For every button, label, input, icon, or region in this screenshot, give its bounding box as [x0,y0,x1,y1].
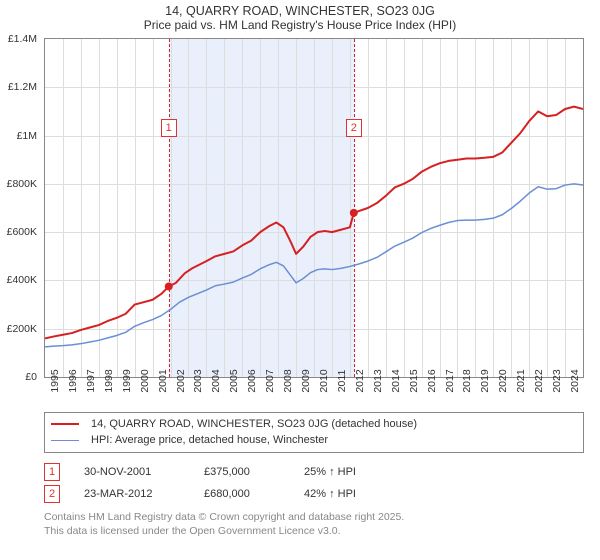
chart-title-sub: Price paid vs. HM Land Registry's House … [0,18,600,32]
events-table: 1 30-NOV-2001£375,00025% ↑ HPI 2 23-MAR-201… [44,461,584,505]
event-pct: 25% ↑ HPI [304,466,404,478]
event-date: 23-MAR-2012 [84,488,204,500]
legend-row: HPI: Average price, detached house, Winc… [51,432,577,448]
chart-title-block: 14, QUARRY ROAD, WINCHESTER, SO23 0JG Pr… [0,0,600,32]
series-price_paid [45,107,583,339]
legend-label: HPI: Average price, detached house, Winc… [91,434,328,446]
event-index-box: 2 [44,485,60,503]
event-price: £680,000 [204,488,304,500]
legend-label: 14, QUARRY ROAD, WINCHESTER, SO23 0JG (d… [91,418,417,430]
event-row: 1 30-NOV-2001£375,00025% ↑ HPI [44,461,584,483]
event-date: 30-NOV-2001 [84,466,204,478]
chart-legend: 14, QUARRY ROAD, WINCHESTER, SO23 0JG (d… [44,412,584,453]
event-index-box: 1 [44,463,60,481]
chart-plot-area: £0£200K£400K£600K£800K£1M£1.2M£1.4M19951… [44,38,584,378]
legend-row: 14, QUARRY ROAD, WINCHESTER, SO23 0JG (d… [51,416,577,432]
series-hpi [45,184,583,347]
ytick-label: £1.4M [0,33,37,45]
chart-lines-svg [45,39,583,377]
event-row: 2 23-MAR-2012£680,00042% ↑ HPI [44,483,584,505]
ytick-label: £1.2M [0,81,37,93]
footer-line1: Contains HM Land Registry data © Crown c… [44,511,584,525]
ytick-label: £0 [0,371,37,383]
chart-title-address: 14, QUARRY ROAD, WINCHESTER, SO23 0JG [0,4,600,18]
chart-footer: Contains HM Land Registry data © Crown c… [44,511,584,538]
ytick-label: £1M [0,130,37,142]
ytick-label: £600K [0,226,37,238]
footer-line2: This data is licensed under the Open Gov… [44,525,584,539]
legend-swatch [51,423,79,425]
sale-marker [350,209,358,217]
ytick-label: £800K [0,178,37,190]
sale-marker [165,282,173,290]
event-pct: 42% ↑ HPI [304,488,404,500]
event-price: £375,000 [204,466,304,478]
ytick-label: £400K [0,274,37,286]
legend-swatch [51,440,79,441]
ytick-label: £200K [0,323,37,335]
